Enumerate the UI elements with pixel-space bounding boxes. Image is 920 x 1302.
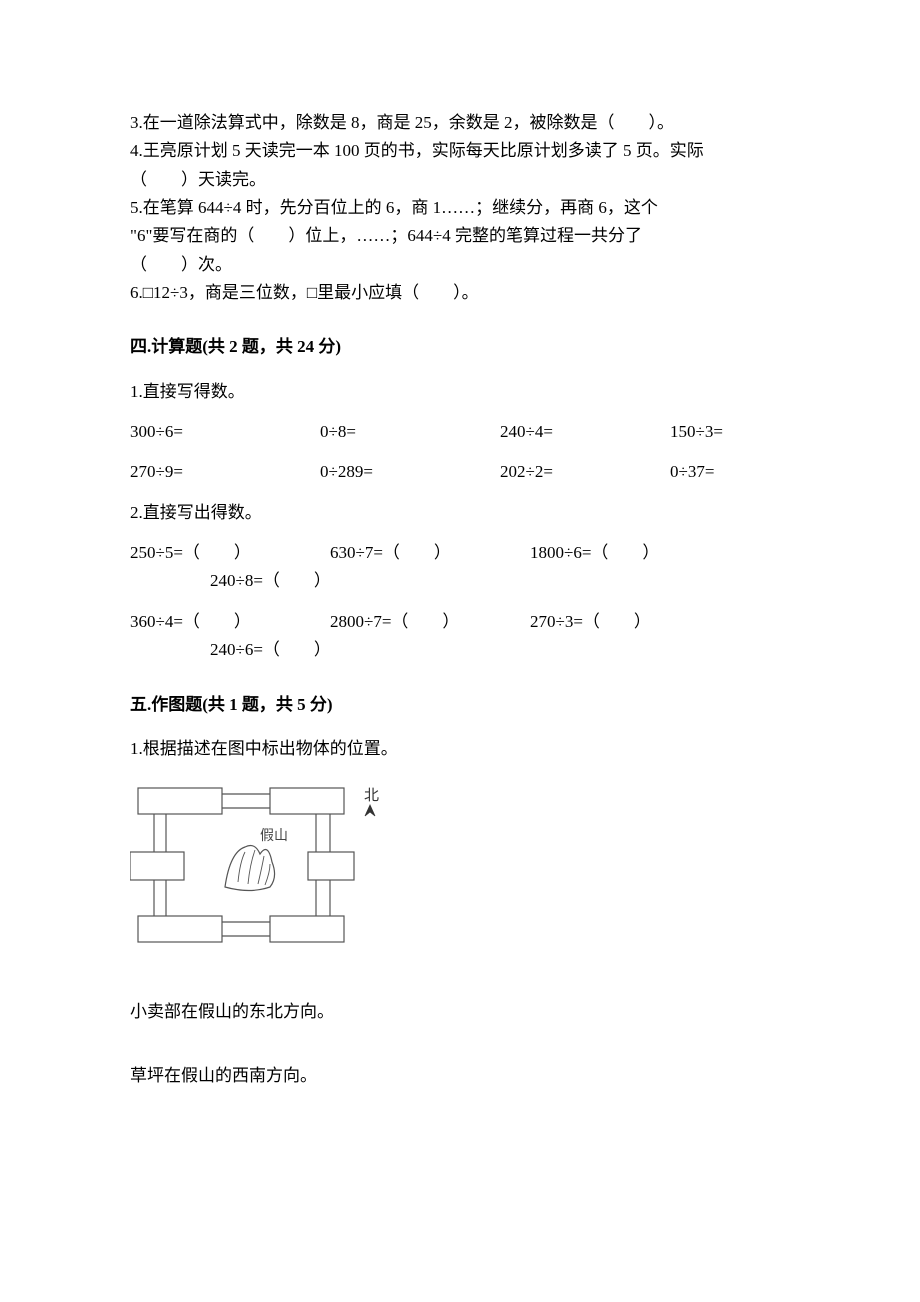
calc-q2-r2-c: 270÷3=（ ） — [530, 609, 810, 635]
fill-q4-line1: 4.王亮原计划 5 天读完一本 100 页的书，实际每天比原计划多读了 5 页。… — [130, 138, 810, 164]
calc-q2-row1: 250÷5=（ ） 630÷7=（ ） 1800÷6=（ ） — [130, 540, 810, 566]
calc-q2-r2-a: 360÷4=（ ） — [130, 609, 330, 635]
fill-q5-line3: （ ）次。 — [130, 252, 810, 278]
fill-q6: 6.□12÷3，商是三位数，□里最小应填（ ）。 — [130, 280, 810, 306]
calc-q1-r2-b: 0÷289= — [320, 459, 500, 485]
fill-q4-line2: （ ）天读完。 — [130, 167, 810, 193]
calc-q2-r2-tail: 240÷6=（ ） — [130, 637, 810, 663]
calc-q2-r1-c: 1800÷6=（ ） — [530, 540, 810, 566]
fill-q3: 3.在一道除法算式中，除数是 8，商是 25，余数是 2，被除数是（ ）。 — [130, 110, 810, 136]
section5-title: 五.作图题(共 1 题，共 5 分) — [130, 692, 810, 718]
calc-q2-r1-tail: 240÷8=（ ） — [130, 568, 810, 594]
calc-q1-r1-b: 0÷8= — [320, 419, 500, 445]
desc-line-2: 草坪在假山的西南方向。 — [130, 1063, 810, 1089]
calc-q1-row2: 270÷9= 0÷289= 202÷2= 0÷37= — [130, 459, 810, 485]
calc-q2-r1-b: 630÷7=（ ） — [330, 540, 530, 566]
fill-q5-line2: "6"要写在商的（ ）位上，……；644÷4 完整的笔算过程一共分了 — [130, 223, 810, 249]
svg-text:假山: 假山 — [260, 828, 288, 844]
calc-q1-r1-a: 300÷6= — [130, 419, 320, 445]
calc-q1-r1-c: 240÷4= — [500, 419, 670, 445]
fill-q5-line1: 5.在笔算 644÷4 时，先分百位上的 6，商 1……；继续分，再商 6，这个 — [130, 195, 810, 221]
calc-q1-r2-a: 270÷9= — [130, 459, 320, 485]
calc-q1-row1: 300÷6= 0÷8= 240÷4= 150÷3= — [130, 419, 810, 445]
calc-q2-r2-b: 2800÷7=（ ） — [330, 609, 530, 635]
calc-q1-r2-c: 202÷2= — [500, 459, 670, 485]
calc-q2-label: 2.直接写出得数。 — [130, 500, 810, 526]
calc-q2-r1-a: 250÷5=（ ） — [130, 540, 330, 566]
calc-q1-r2-d: 0÷37= — [670, 459, 810, 485]
calc-q1-r1-d: 150÷3= — [670, 419, 810, 445]
section4-title: 四.计算题(共 2 题，共 24 分) — [130, 334, 810, 360]
svg-text:北: 北 — [364, 787, 379, 804]
calc-q1-label: 1.直接写得数。 — [130, 379, 810, 405]
draw-q1-label: 1.根据描述在图中标出物体的位置。 — [130, 736, 810, 762]
calc-q2-row2: 360÷4=（ ） 2800÷7=（ ） 270÷3=（ ） — [130, 609, 810, 635]
desc-line-1: 小卖部在假山的东北方向。 — [130, 999, 810, 1025]
diagram-svg: 假山 北 — [130, 782, 390, 952]
position-diagram: 假山 北 — [130, 782, 810, 960]
